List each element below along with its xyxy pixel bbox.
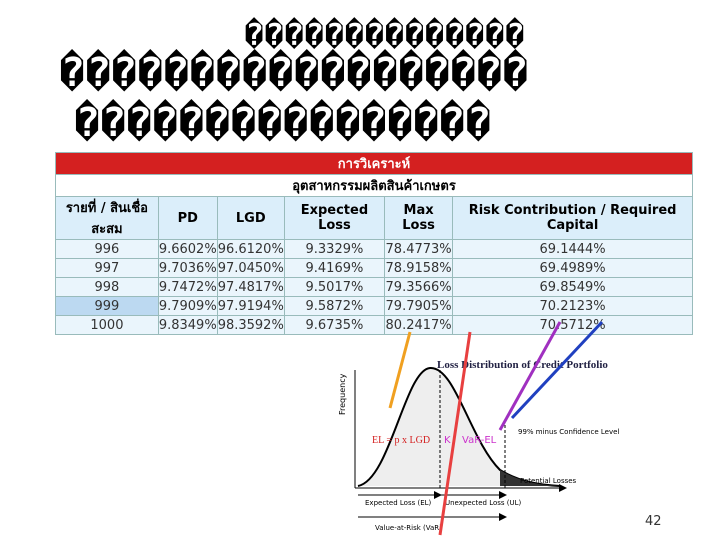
cell: 97.4817% xyxy=(216,277,285,297)
var-el-label: VaR-EL xyxy=(462,435,497,446)
cell: 80.2417% xyxy=(384,315,454,335)
cell: 9.5017% xyxy=(283,277,386,297)
cell: 69.1444% xyxy=(452,239,693,259)
cell: 70.2123% xyxy=(452,296,693,316)
data-row: 998 9.7472% 97.4817% 9.5017% 79.3566% 69.8549… xyxy=(55,277,693,297)
confidence-label: 99% minus Confidence Level xyxy=(518,428,619,436)
header-row: รายที่ / สินเชื่อสะสม PD LGD Expected Loss M… xyxy=(55,196,693,240)
ul-text: Unexpected Loss (UL) xyxy=(445,499,522,507)
cell: 9.3329% xyxy=(283,239,386,259)
cell: 70.5712% xyxy=(452,315,693,335)
var-text: Value-at-Risk (VaR) xyxy=(375,524,442,532)
cell: 97.9194% xyxy=(216,296,285,316)
cell: 1000 xyxy=(55,315,159,335)
cell: 98.3592% xyxy=(216,315,285,335)
cell: 79.7905% xyxy=(384,296,454,316)
cell: 97.0450% xyxy=(216,258,285,278)
arrow xyxy=(438,331,472,536)
cell: 9.5872% xyxy=(283,296,386,316)
column-header: รายที่ / สินเชื่อสะสม xyxy=(55,196,159,240)
data-row: 1000 9.8349% 98.3592% 9.6735% 80.2417% 70.571… xyxy=(55,315,693,335)
diagram-title: Loss Distribution of Credit Portfolio xyxy=(437,359,608,371)
el-text: Expected Loss (EL) xyxy=(365,499,432,507)
page-number: 42 xyxy=(645,514,662,529)
el-label: EL = p x LGD xyxy=(372,435,430,446)
arrow xyxy=(498,321,562,431)
cell: 9.8349% xyxy=(157,315,218,335)
arrow xyxy=(388,331,412,409)
column-header: Risk Contribution / Required Capital xyxy=(452,196,693,240)
industry-row: อุตสาหกรรมผลิตสินค้าเกษตร xyxy=(55,174,693,197)
y-label: Frequency xyxy=(338,373,347,415)
data-row: 999 9.7909% 97.9194% 9.5872% 79.7905% 70.2123… xyxy=(55,296,693,316)
tail xyxy=(500,470,560,486)
column-header: Max Loss xyxy=(384,196,454,240)
cell: 996 xyxy=(55,239,159,259)
title-line: �������������� xyxy=(245,18,526,53)
column-header: PD xyxy=(157,196,218,240)
data-row: 996 9.6602% 96.6120% 9.3329% 78.4773% 69.1444… xyxy=(55,239,693,259)
data-row: 997 9.7036% 97.0450% 9.4169% 78.9158% 69.4989… xyxy=(55,258,693,278)
cell: 997 xyxy=(55,258,159,278)
banner-row: การวิเคราะห์ xyxy=(55,152,693,175)
title-line: ������������������ xyxy=(60,50,530,96)
arrow xyxy=(510,320,604,420)
cell: 78.9158% xyxy=(384,258,454,278)
distribution-curve xyxy=(357,366,561,487)
column-header: Expected Loss xyxy=(283,196,386,240)
cell: 9.6735% xyxy=(283,315,386,335)
risk-table: การวิเคราะห์ อุตสาหกรรมผลิตสินค้าเกษตร ร… xyxy=(55,152,693,335)
cell: 9.7472% xyxy=(157,277,218,297)
industry: อุตสาหกรรมผลิตสินค้าเกษตร xyxy=(55,174,693,197)
cell: 96.6120% xyxy=(216,239,285,259)
cell: 78.4773% xyxy=(384,239,454,259)
potential-label: Potential Losses xyxy=(520,477,577,485)
title-line: ���������������� xyxy=(75,100,493,146)
cell: 79.3566% xyxy=(384,277,454,297)
k-label: K xyxy=(444,435,451,446)
cell: 9.6602% xyxy=(157,239,218,259)
banner: การวิเคราะห์ xyxy=(55,152,693,175)
